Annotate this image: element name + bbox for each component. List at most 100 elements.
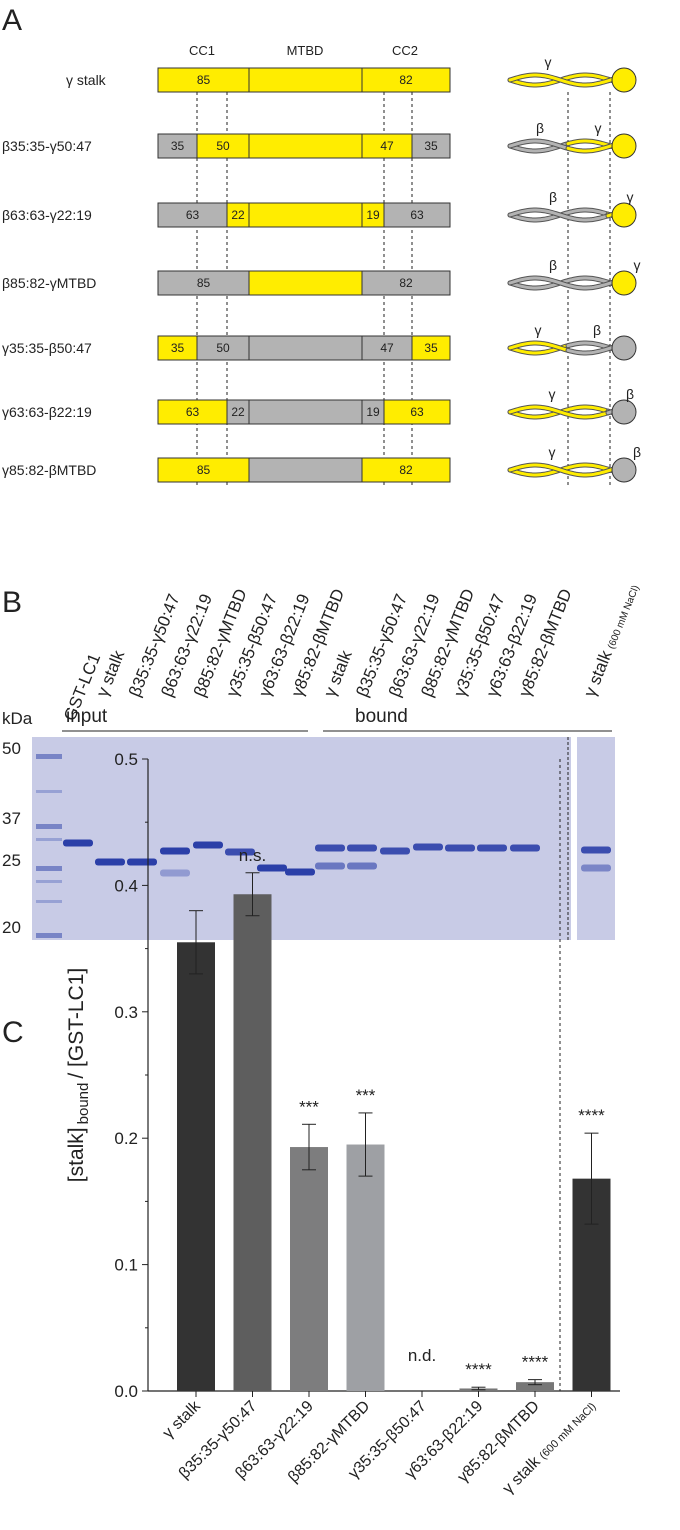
bar: [346, 1144, 385, 1391]
marker-band: [36, 824, 62, 829]
marker-band: [36, 754, 62, 759]
gel-band: [581, 846, 611, 854]
y-label-main: [stalk]: [65, 1127, 88, 1182]
coil-strand: [508, 341, 570, 352]
gel-band: [413, 843, 443, 851]
category-name: γ stalk: [160, 1397, 205, 1442]
segment-label: 85: [197, 73, 211, 87]
segment-label: 63: [186, 208, 200, 222]
marker-label: 25: [2, 851, 21, 870]
segment: [196, 335, 250, 361]
significance-label: ***: [356, 1086, 376, 1105]
segment: [248, 202, 363, 228]
y-label-rest: / [GST-LC1]: [65, 968, 88, 1079]
segment-label: 50: [216, 341, 230, 355]
segment-label: 63: [186, 405, 200, 419]
y-tick-label: 0.5: [114, 750, 138, 769]
segment-label: 35: [424, 341, 438, 355]
segment: [361, 335, 413, 361]
marker-label: 37: [2, 809, 21, 828]
unit-label: kDa: [2, 709, 33, 728]
lane-label: γ stalk(600 mM NaCl): [580, 581, 643, 699]
construct-name: β35:35-γ50:47: [2, 138, 92, 154]
segment-label: 35: [424, 139, 438, 153]
marker-band: [36, 900, 62, 903]
motor-ball: [611, 133, 637, 159]
gel-band: [95, 858, 125, 866]
segment-label: 22: [231, 405, 245, 419]
segment-label: 85: [197, 276, 211, 290]
motor-ball: [611, 270, 637, 296]
category-name: γ stalk: [500, 1453, 545, 1498]
segment-label: 19: [366, 405, 380, 419]
construct-name: β63:63-γ22:19: [2, 207, 92, 223]
y-tick-label: 0.4: [114, 876, 138, 895]
coil-strand: [508, 276, 616, 290]
y-tick-label: 0.3: [114, 1003, 138, 1022]
segment: [248, 270, 363, 296]
significance-label: ****: [578, 1106, 605, 1125]
chain-label: β: [549, 189, 557, 205]
gel-band: [380, 847, 410, 855]
gel-band: [315, 844, 345, 852]
segment: [361, 67, 451, 93]
segment: [196, 133, 250, 159]
gel-band: [63, 839, 93, 847]
marker-band: [36, 933, 62, 938]
y-tick-label: 0.1: [114, 1256, 138, 1275]
chain-label: γ: [535, 322, 542, 338]
gel-band: [160, 869, 190, 877]
chain-label: γ: [549, 386, 556, 402]
coil-strand: [508, 139, 570, 150]
gel-band: [285, 868, 315, 876]
segment-label: 47: [380, 341, 394, 355]
x-tick-label: γ stalk: [160, 1397, 205, 1442]
chain-label: β: [549, 257, 557, 273]
construct-name: β85:82-γMTBD: [2, 275, 96, 291]
chain-label: γ: [627, 189, 634, 205]
motor-ball: [611, 335, 637, 361]
bar: [290, 1147, 328, 1391]
segment: [157, 399, 228, 425]
chain-label: β: [633, 444, 641, 460]
segment-label: 47: [380, 139, 394, 153]
construct-name: γ stalk: [66, 72, 107, 88]
segment: [157, 457, 250, 483]
gel-band: [315, 862, 345, 870]
category-note: (600 mM NaCl): [537, 1401, 598, 1462]
lane-name: γ stalk: [580, 647, 616, 699]
coil-strand: [508, 208, 610, 222]
marker-band: [36, 790, 62, 793]
chain-label: γ: [634, 257, 641, 273]
lane-label: γ stalk: [93, 647, 129, 699]
lane-note: (600 mM NaCl): [606, 584, 642, 651]
bar: [233, 894, 272, 1391]
marker-band: [36, 880, 62, 883]
chain-label: γ: [545, 54, 552, 70]
gel-band: [127, 858, 157, 866]
coil-strand: [508, 463, 616, 477]
gel-band: [347, 844, 377, 852]
segment: [248, 457, 363, 483]
motor-ball: [611, 67, 637, 93]
gel-band: [193, 841, 223, 849]
lane-name: γ stalk: [93, 647, 129, 699]
gel-band: [225, 848, 255, 856]
chain-label: β: [536, 120, 544, 136]
significance-label: ****: [522, 1353, 549, 1372]
segment: [361, 270, 451, 296]
segment-label: 82: [399, 73, 413, 87]
domain-label: CC2: [392, 43, 418, 58]
coil-strand: [508, 73, 616, 87]
gel-band: [257, 864, 287, 872]
chain-label: β: [626, 386, 634, 402]
bar: [516, 1382, 554, 1391]
segment: [248, 67, 363, 93]
gel-band: [581, 864, 611, 872]
significance-label: ****: [465, 1360, 492, 1379]
motor-ball: [611, 202, 637, 228]
chain-label: β: [593, 322, 601, 338]
y-axis-label: [stalk] bound / [GST-LC1]: [65, 968, 92, 1182]
segment: [411, 133, 451, 159]
significance-label: n.s.: [239, 846, 266, 865]
